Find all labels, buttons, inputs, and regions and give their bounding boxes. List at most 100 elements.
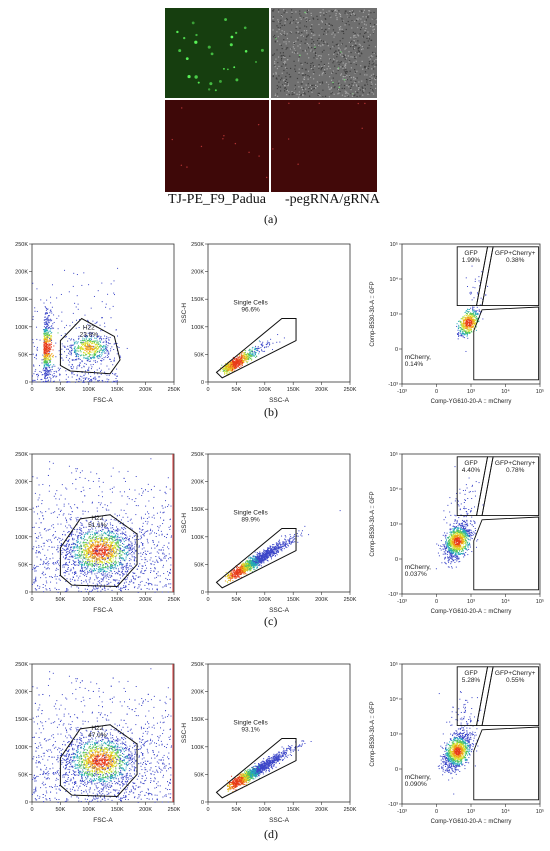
fsc-ssc-event (91, 341, 93, 343)
fsc-ssc-event (83, 272, 85, 274)
singlets-event (254, 352, 256, 354)
brightfield-cell-texture (351, 27, 353, 29)
gfp-mcherry-event (466, 326, 468, 328)
gfp-mcherry-event (459, 320, 461, 322)
brightfield-cell-texture (345, 22, 347, 25)
fsc-ssc-event (52, 512, 54, 514)
fsc-ssc-event (125, 563, 127, 565)
fsc-ssc-event (94, 349, 96, 351)
fsc-ssc-event (44, 349, 46, 351)
brightfield-cell-texture (333, 51, 336, 54)
fsc-ssc-event (87, 353, 89, 355)
fsc-ssc-event (77, 516, 79, 518)
fsc-ssc-event (69, 345, 71, 347)
gfp-mcherry-event (466, 335, 468, 337)
singlets-event (245, 350, 247, 352)
fsc-ssc-event (46, 307, 48, 309)
gfp-mcherry-event (469, 317, 471, 319)
fsc-ssc-event (84, 378, 86, 380)
fsc-ssc-event (129, 535, 131, 537)
gfp-mcherry-event (460, 322, 462, 324)
brightfield-cell-texture (325, 11, 328, 14)
brightfield-cell-texture (294, 50, 296, 52)
fsc-ssc-event (80, 355, 82, 357)
fsc-ssc-event (94, 340, 96, 342)
fsc-ssc-event (44, 323, 46, 325)
brightfield-cell-texture (281, 33, 283, 35)
fsc-ssc-event (126, 536, 128, 538)
singlets-event (238, 361, 240, 363)
singlets-event (251, 359, 253, 361)
fsc-ssc-event (156, 551, 158, 553)
brightfield-cell-texture (335, 9, 337, 11)
brightfield-cell-texture (347, 55, 350, 57)
fsc-ssc-event (134, 546, 136, 548)
gfp-mcherry-event (478, 280, 480, 282)
brightfield-cell-texture (297, 60, 300, 62)
brightfield-cell-texture (310, 89, 312, 92)
brightfield-cell-texture (305, 88, 307, 90)
fsc-ssc-event (77, 507, 79, 509)
gfp-cell-dot (243, 26, 247, 30)
singlets-event (227, 368, 229, 370)
fsc-ssc-event (39, 552, 41, 554)
fsc-ssc-event (75, 350, 77, 352)
singlets-event (237, 356, 239, 358)
gfp-mcherry-event (473, 319, 475, 321)
brightfield-cell-texture (286, 72, 288, 74)
brightfield-cell-texture (274, 37, 276, 39)
gfp-mcherry-event (473, 311, 475, 313)
fsc-ssc-event (46, 348, 48, 350)
fsc-ssc-event (116, 368, 118, 370)
brightfield-cell-texture (353, 40, 355, 42)
fsc-ssc-event (100, 373, 102, 375)
brightfield-cell-texture (286, 33, 288, 35)
gfp-mcherry-event (466, 327, 468, 329)
brightfield-cell-texture (368, 13, 370, 16)
fsc-ssc-event (130, 541, 132, 543)
brightfield-cell-texture (289, 32, 291, 34)
fsc-ssc-event (94, 549, 96, 551)
fsc-ssc-event (46, 354, 48, 356)
brightfield-cell-texture (302, 50, 304, 52)
fsc-ssc-event (89, 543, 91, 545)
singlets-event (227, 370, 229, 372)
singlets-event (226, 373, 228, 375)
fsc-ssc-event (77, 303, 79, 305)
fsc-ssc-event (154, 577, 156, 579)
singlets-event (226, 367, 228, 369)
fsc-ssc-event (62, 345, 64, 347)
fsc-ssc-event (83, 551, 85, 553)
fsc-ssc-event (99, 566, 101, 568)
fsc-ssc-event (162, 523, 164, 525)
gfp-cell-dot (314, 46, 316, 49)
fsc-ssc-event (92, 356, 94, 358)
fsc-ssc-event (114, 535, 116, 537)
fsc-ssc-event (91, 378, 93, 380)
fsc-ssc-event (77, 353, 79, 355)
brightfield-cell-texture (275, 77, 277, 80)
fsc-ssc-event (73, 560, 75, 562)
fsc-ssc-event (92, 528, 94, 530)
fsc-ssc-event (139, 584, 141, 586)
brightfield-cell-texture (329, 88, 331, 91)
fsc-ssc-event (84, 335, 86, 337)
fsc-ssc-event (90, 307, 92, 309)
gfp-mcherry-event (462, 331, 464, 333)
gfp-mcherry-event (458, 328, 460, 330)
fsc-ssc-event (96, 333, 98, 335)
brightfield-cell-texture (337, 93, 339, 95)
singlets-event (227, 365, 229, 367)
fsc-ssc-event (112, 562, 114, 564)
fsc-ssc-event (43, 344, 45, 346)
gfp-y-axis-tick-label: -10³ (388, 382, 398, 388)
fsc-ssc-event (51, 331, 53, 333)
fsc-ssc-event (47, 344, 49, 346)
h22-gate-percentage: 23.8% (80, 332, 99, 339)
fsc-ssc-event (111, 552, 113, 554)
gfp-mcherry-event (462, 317, 464, 319)
fsc-ssc-event (32, 379, 34, 381)
fsc-ssc-event (45, 373, 47, 375)
brightfield-cell-texture (305, 84, 307, 86)
gfp-mcherry-event (475, 314, 477, 316)
